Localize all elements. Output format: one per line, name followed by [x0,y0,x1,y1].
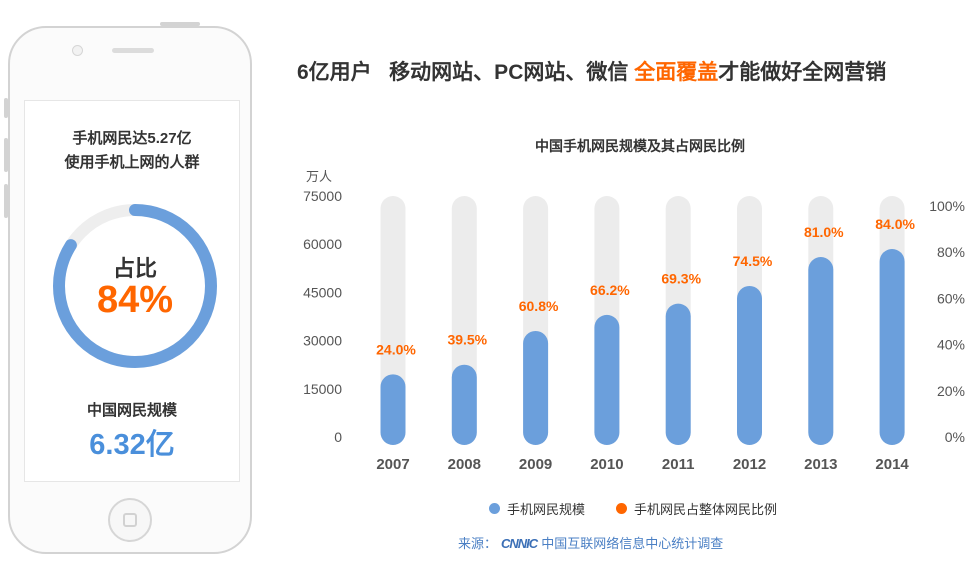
power-button [160,22,200,26]
y2-tick-label: 20% [937,383,965,399]
camera-icon [72,45,83,56]
source-text: 中国互联网络信息中心统计调查 [541,536,724,551]
bar [451,364,477,445]
bar [594,314,620,445]
bar [665,303,691,445]
bar [380,374,406,445]
y-tick-label: 45000 [303,284,342,300]
share-data-label: 60.8% [519,298,559,314]
mobile-users-line: 手机网民达5.27亿 [72,130,192,147]
source-note: 来源： CNNIC 中国互联网络信息中心统计调查 [458,533,723,552]
y2-tick-label: 0% [945,429,965,445]
bar [737,285,762,445]
legend-item-share: 手机网民占整体网民比例 [616,499,777,518]
share-donut: 占比 84% [50,201,220,371]
x-tick-label: 2014 [875,456,909,473]
legend-dot-blue [489,503,500,514]
bar [523,330,549,445]
x-tick-label: 2009 [519,456,552,473]
volume-down-button [4,184,8,218]
legend-label-share: 手机网民占整体网民比例 [634,502,778,517]
phone-mockup: 手机网民达5.27亿 使用手机上网的人群 占比 84% 中国网民规模 6.32亿 [4,22,252,554]
legend-dot-orange [616,503,627,514]
y2-tick-label: 40% [937,337,965,353]
y2-tick-label: 60% [937,290,965,306]
share-data-label: 74.5% [733,253,773,269]
y-tick-label: 0 [334,429,342,445]
share-data-label: 39.5% [447,332,487,348]
legend-label-bars: 手机网民规模 [507,502,586,517]
x-tick-label: 2013 [804,456,837,473]
y2-tick-label: 100% [929,198,965,214]
headline-part1: 6亿用户 移动网站、PC网站、微信 [297,61,635,84]
y-axis-unit: 万人 [306,169,333,184]
headline-part2: 才能做好全网营销 [718,61,887,84]
home-square-icon [123,513,137,527]
mute-switch [4,98,8,118]
home-button [108,498,152,542]
bar [808,257,834,445]
netizen-scale-value: 6.32亿 [89,429,175,461]
donut-value: 84% [96,279,174,321]
mobile-users-subline: 使用手机上网的人群 [64,154,200,171]
y-tick-label: 15000 [303,381,342,397]
headline-accent: 全面覆盖 [634,61,719,84]
x-tick-label: 2010 [590,456,623,473]
cnnic-logo: CNNIC [501,536,538,551]
legend-item-bars: 手机网民规模 [489,499,585,518]
y2-tick-label: 80% [937,244,965,260]
share-data-label: 84.0% [875,216,915,232]
chart-title: 中国手机网民规模及其占网民比例 [535,138,745,154]
phone-screen: 手机网民达5.27亿 使用手机上网的人群 占比 84% 中国网民规模 6.32亿 [24,100,240,482]
share-data-label: 69.3% [661,271,701,287]
netizen-scale-label: 中国网民规模 [86,402,177,419]
source-prefix: 来源： [458,536,498,551]
share-data-label: 81.0% [804,224,844,240]
share-data-label: 24.0% [376,341,416,357]
speaker-grille [112,48,154,53]
x-tick-label: 2011 [662,456,695,473]
y-tick-label: 75000 [303,188,342,204]
donut-svg [53,204,217,368]
x-tick-label: 2007 [376,456,409,473]
y-tick-label: 60000 [303,236,342,252]
x-tick-label: 2012 [733,456,766,473]
y-tick-label: 30000 [303,333,342,349]
share-data-label: 66.2% [590,282,630,298]
bar [879,249,905,445]
donut-label: 占比 [112,256,157,281]
headline: 6亿用户 移动网站、PC网站、微信 全面覆盖才能做好全网营销 [297,56,886,86]
volume-up-button [4,138,8,172]
donut-arc [53,204,217,368]
x-tick-label: 2008 [448,456,481,473]
